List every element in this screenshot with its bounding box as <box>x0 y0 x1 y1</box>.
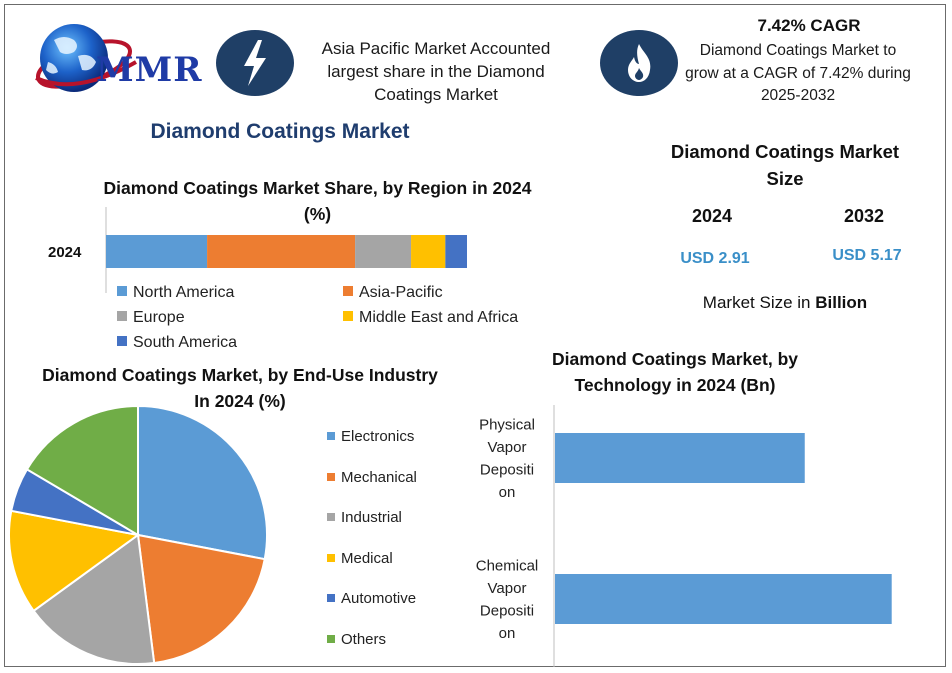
legend-label: Electronics <box>341 428 415 445</box>
legend-label: Others <box>341 630 387 648</box>
lightning-icon <box>216 30 294 96</box>
technology-bar-chart: Physical Vapor Depositi on Chemical Vapor Depo… <box>476 405 892 667</box>
pie-slice-industrial <box>32 533 156 665</box>
legend-swatch <box>327 553 335 562</box>
legend-swatch <box>117 311 127 321</box>
legend-label: Europe <box>133 309 185 326</box>
region-category-label: 2024 <box>48 244 82 261</box>
pie-slice-mechanical <box>136 533 266 665</box>
tech-bar-1 <box>555 574 892 624</box>
end-use-pie-chart <box>8 404 268 665</box>
unit-prefix: Market Size in <box>702 293 816 312</box>
pie-legend-item: Mechanical <box>327 469 417 486</box>
pie-slice-others <box>25 404 139 537</box>
legend-swatch <box>117 286 127 296</box>
size-value-2032: USD 5.17 <box>832 247 902 264</box>
market-size-title: Diamond Coatings Market Size <box>670 141 900 189</box>
cagr-title: 7.42% CAGR <box>757 16 861 35</box>
legend-label: Mechanical <box>341 468 417 486</box>
region-legend-item: Asia-Pacific <box>343 284 443 302</box>
infographic-frame <box>4 4 946 667</box>
legend-label: North America <box>133 284 235 301</box>
legend-label: Medical <box>341 549 393 567</box>
legend-swatch <box>327 634 335 643</box>
pie-slice-electronics <box>137 404 268 561</box>
tech-category-label-0: Physical Vapor Depositi on <box>479 416 535 501</box>
legend-swatch <box>327 513 335 521</box>
region-legend-item: North America <box>117 284 234 302</box>
region-bar-segment-0 <box>106 235 208 268</box>
legend-label: Middle East and Africa <box>359 309 519 326</box>
size-value-2024: USD 2.91 <box>680 250 750 267</box>
logo-text: MMR <box>96 50 203 90</box>
region-legend-item: Middle East and Africa <box>343 309 518 327</box>
region-bar-segment-4 <box>445 235 467 268</box>
region-legend-item: Europe <box>117 309 185 327</box>
pie-legend-item: Others <box>327 631 386 648</box>
market-size-unit: Market Size in Billion <box>660 293 910 313</box>
pie-legend-item: Industrial <box>327 509 402 526</box>
legend-swatch <box>343 286 353 296</box>
pie-slice-medical <box>8 509 141 613</box>
pie-legend-item: Automotive <box>327 590 416 607</box>
legend-label: South America <box>133 334 238 351</box>
region-bar-segment-2 <box>355 235 412 268</box>
mmr-logo <box>28 16 198 108</box>
main-title: Diamond Coatings Market <box>150 120 410 143</box>
region-chart-title: Diamond Coatings Market Share, by Region… <box>103 178 532 224</box>
globe-logo-icon <box>35 24 137 92</box>
region-highlight-text: Asia Pacific Market Accounted largest sh… <box>321 39 551 104</box>
legend-swatch <box>343 311 353 321</box>
region-legend-item: South America <box>117 334 237 352</box>
size-year-2032: 2032 <box>843 206 885 226</box>
legend-label: Industrial <box>341 509 402 526</box>
pie-chart-title: Diamond Coatings Market, by End-Use Indu… <box>42 365 438 411</box>
legend-swatch <box>117 336 127 346</box>
region-bar-segment-3 <box>411 235 446 268</box>
legend-swatch <box>327 432 335 440</box>
unit-bold: Billion <box>815 293 868 312</box>
tech-bar-0 <box>555 433 805 483</box>
region-bar-segment-1 <box>207 235 356 268</box>
cagr-text: Diamond Coatings Market to grow at a CAG… <box>685 42 911 104</box>
pie-legend-item: Medical <box>327 550 393 567</box>
legend-label: Automotive <box>341 590 417 607</box>
region-stacked-bar-chart: 2024 <box>48 207 467 293</box>
size-year-2024: 2024 <box>691 206 733 226</box>
legend-swatch <box>327 472 335 481</box>
pie-legend-item: Electronics <box>327 428 414 445</box>
technology-chart-title: Diamond Coatings Market, by Technology i… <box>551 349 798 395</box>
tech-category-label-1: Chemical Vapor Depositi on <box>476 557 539 642</box>
flame-icon <box>600 30 678 96</box>
legend-swatch <box>327 594 335 602</box>
legend-label: Asia-Pacific <box>359 284 443 301</box>
